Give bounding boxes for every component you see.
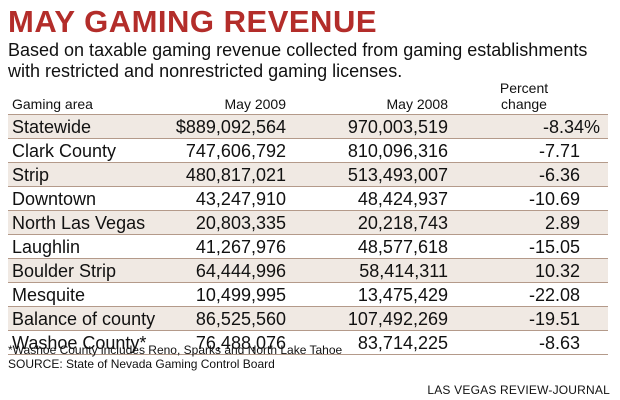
table-row: Mesquite 10,499,995 13,475,429 -22.08: [8, 282, 608, 306]
table-row: Balance of county 86,525,560 107,492,269 -1…: [8, 306, 608, 330]
table-body: Statewide $889,092,564 970,003,519 -8.34% Cl…: [8, 114, 608, 355]
cell-may-2009: 480,817,021: [185, 165, 286, 185]
cell-may-2008: 970,003,519: [347, 117, 448, 137]
table-row: Downtown 43,247,910 48,424,937 -10.69: [8, 186, 608, 210]
cell-may-2008: 48,577,618: [357, 237, 448, 257]
cell-may-2009: 747,606,792: [185, 141, 286, 161]
cell-gaming-area: Balance of county: [12, 309, 156, 329]
cell-may-2009: $889,092,564: [175, 117, 286, 137]
table-row: Clark County 747,606,792 810,096,316 -7.71: [8, 138, 608, 162]
chart-title: MAY GAMING REVENUE: [8, 4, 378, 39]
table-header: Gaming area May 2009 May 2008 Percent ch…: [8, 80, 608, 114]
cell-may-2008: 810,096,316: [347, 141, 448, 161]
cell-gaming-area: Washoe County*: [12, 333, 147, 353]
chart-subtitle: Based on taxable gaming revenue collecte…: [8, 40, 588, 81]
cell-gaming-area: Laughlin: [12, 237, 81, 257]
cell-percent-change: -6.36: [538, 165, 580, 185]
cell-may-2009: 10,499,995: [195, 285, 286, 305]
cell-percent-change: 10.32: [534, 261, 580, 281]
cell-may-2009: 76,488,076: [195, 333, 286, 353]
table-row: North Las Vegas 20,803,335 20,218,743 2.89: [8, 210, 608, 234]
table-row: Washoe County* 76,488,076 83,714,225 -8.63: [8, 330, 608, 355]
credit-line: LAS VEGAS REVIEW-JOURNAL: [427, 383, 610, 397]
cell-gaming-area: Statewide: [12, 117, 92, 137]
source-line: SOURCE: State of Nevada Gaming Control B…: [8, 357, 275, 371]
cell-may-2008: 83,714,225: [357, 333, 448, 353]
cell-may-2009: 86,525,560: [195, 309, 286, 329]
cell-percent-change: -19.51: [528, 309, 580, 329]
cell-gaming-area: Mesquite: [12, 285, 86, 305]
cell-may-2009: 20,803,335: [195, 213, 286, 233]
cell-percent-change: 2.89: [544, 213, 580, 233]
cell-may-2008: 48,424,937: [357, 189, 448, 209]
cell-gaming-area: Clark County: [12, 141, 117, 161]
header-percent-change: Percent change: [499, 80, 549, 112]
header-gaming-area: Gaming area: [12, 96, 93, 112]
cell-gaming-area: Strip: [12, 165, 50, 185]
cell-percent-change: -15.05: [528, 237, 580, 257]
table-row: Strip 480,817,021 513,493,007 -6.36: [8, 162, 608, 186]
cell-may-2008: 58,414,311: [359, 261, 448, 281]
cell-may-2008: 107,492,269: [347, 309, 448, 329]
header-may-2008: May 2008: [386, 96, 448, 112]
cell-may-2009: 43,247,910: [195, 189, 286, 209]
cell-may-2009: 64,444,996: [195, 261, 286, 281]
cell-gaming-area: North Las Vegas: [12, 213, 146, 233]
cell-percent-change: -7.71: [538, 141, 580, 161]
table-row: Laughlin 41,267,976 48,577,618 -15.05: [8, 234, 608, 258]
cell-percent-change: -8.63: [538, 333, 580, 353]
revenue-table: Gaming area May 2009 May 2008 Percent ch…: [8, 80, 608, 355]
cell-may-2009: 41,267,976: [195, 237, 286, 257]
cell-gaming-area: Downtown: [12, 189, 97, 209]
cell-may-2008: 13,475,429: [357, 285, 448, 305]
cell-gaming-area: Boulder Strip: [12, 261, 117, 281]
cell-percent-change: -10.69: [528, 189, 580, 209]
notes: *Washoe County includes Reno, Sparks and…: [8, 343, 342, 371]
cell-may-2008: 513,493,007: [347, 165, 448, 185]
table-row: Statewide $889,092,564 970,003,519 -8.34%: [8, 114, 608, 138]
cell-percent-change: -8.34%: [542, 117, 600, 137]
cell-may-2008: 20,218,743: [357, 213, 448, 233]
footnote: *Washoe County includes Reno, Sparks and…: [8, 343, 343, 357]
header-may-2009: May 2009: [224, 96, 286, 112]
cell-percent-change: -22.08: [528, 285, 580, 305]
table-row: Boulder Strip 64,444,996 58,414,311 10.32: [8, 258, 608, 282]
